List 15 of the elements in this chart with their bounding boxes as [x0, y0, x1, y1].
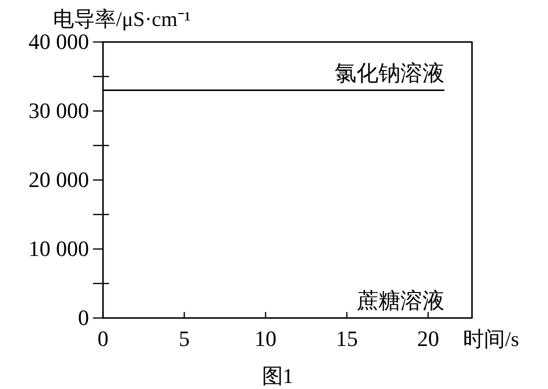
- y-tick-label: 10 000: [28, 236, 89, 261]
- caption: 图1: [262, 364, 294, 388]
- x-axis-title: 时间/s: [463, 327, 520, 351]
- y-tick-label: 20 000: [28, 167, 89, 192]
- annotation: 蔗糖溶液: [356, 288, 444, 313]
- x-tick-label: 20: [417, 326, 440, 351]
- y-axis-title: 电导率/μS·cm⁻¹: [53, 7, 191, 31]
- x-tick-label: 0: [98, 326, 108, 351]
- x-tick-label: 10: [254, 326, 277, 351]
- y-tick-label: 0: [78, 305, 89, 330]
- x-tick-label: 5: [178, 326, 190, 351]
- y-tick-label: 30 000: [28, 98, 89, 123]
- y-tick-label: 40 000: [28, 29, 89, 54]
- x-tick-label: 15: [336, 326, 358, 351]
- annotation: 氯化钠溶液: [334, 60, 444, 86]
